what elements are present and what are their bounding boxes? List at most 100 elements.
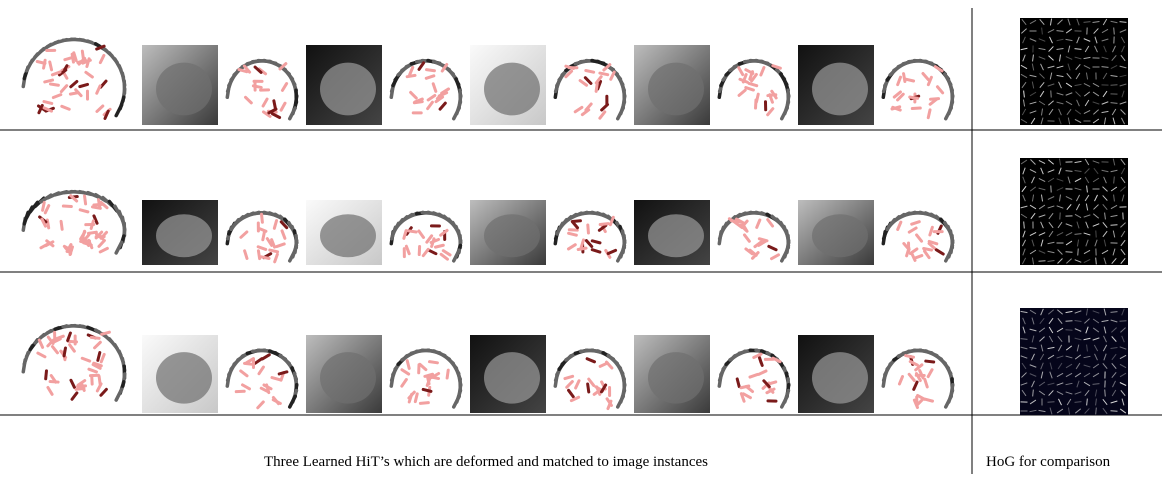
texture-stroke <box>917 235 922 241</box>
texture-stroke <box>246 97 252 103</box>
photo-subject <box>156 352 212 403</box>
outline-stroke <box>782 250 787 261</box>
texture-stroke <box>408 231 416 232</box>
texture-stroke <box>925 251 930 258</box>
outline-stroke <box>946 250 951 261</box>
texture-stroke <box>37 61 45 63</box>
texture-stroke <box>600 112 605 118</box>
texture-stroke <box>912 222 920 225</box>
texture-stroke <box>588 384 589 392</box>
texture-stroke <box>930 227 932 235</box>
template-sketch <box>719 212 788 260</box>
texture-stroke <box>281 103 285 110</box>
template-sketch <box>391 350 460 407</box>
template-sketch <box>883 212 952 260</box>
texture-stroke <box>909 374 914 380</box>
page: Three Learned HiT’s which are deformed a… <box>0 0 1162 474</box>
photo-subject <box>320 214 376 257</box>
hog-cell <box>1024 222 1025 229</box>
texture-stroke <box>741 386 749 388</box>
texture-stroke <box>274 101 276 109</box>
photo-subject <box>812 63 868 116</box>
hog-cell <box>1087 399 1088 406</box>
texture-stroke <box>582 110 588 115</box>
photo-subject <box>648 214 704 257</box>
template-sketch <box>23 39 124 118</box>
texture-stroke <box>761 68 764 75</box>
texture-stroke <box>282 231 285 238</box>
photo-subject <box>484 352 540 403</box>
texture-stroke <box>80 210 88 212</box>
texture-stroke <box>914 256 922 259</box>
texture-stroke <box>407 75 415 76</box>
texture-stroke <box>78 381 85 386</box>
texture-stroke <box>756 94 758 102</box>
caption-right: HoG for comparison <box>986 454 1111 470</box>
texture-stroke <box>739 68 743 75</box>
texture-stroke <box>611 72 614 79</box>
hog-background <box>1020 18 1128 125</box>
texture-stroke <box>50 62 52 70</box>
texture-stroke <box>275 254 278 262</box>
template-sketch <box>555 212 624 260</box>
texture-stroke <box>82 358 89 361</box>
figure-art <box>23 18 1128 415</box>
texture-stroke <box>100 55 104 62</box>
texture-stroke <box>45 80 53 82</box>
outline-stroke <box>782 396 787 407</box>
hog-cell <box>1096 408 1097 415</box>
texture-stroke <box>443 251 450 255</box>
texture-stroke <box>277 244 285 247</box>
texture-stroke <box>906 79 914 81</box>
texture-stroke <box>608 250 615 253</box>
texture-stroke <box>925 379 927 387</box>
outline-stroke <box>618 396 623 407</box>
texture-stroke <box>270 250 278 252</box>
texture-stroke <box>48 387 52 394</box>
photo-subject <box>320 63 376 116</box>
texture-stroke <box>899 377 902 384</box>
texture-stroke <box>85 196 86 204</box>
texture-stroke <box>282 84 286 91</box>
outline-stroke <box>618 250 623 261</box>
texture-stroke <box>97 384 101 391</box>
texture-stroke <box>402 370 409 374</box>
hog-cell <box>1078 249 1079 256</box>
texture-stroke <box>245 251 247 259</box>
hog-cell <box>1084 22 1091 23</box>
texture-stroke <box>70 345 75 351</box>
template-sketch <box>719 350 788 407</box>
template-sketch <box>883 61 952 119</box>
texture-stroke <box>600 363 607 366</box>
texture-stroke <box>419 63 424 70</box>
texture-stroke <box>241 232 247 237</box>
outline-stroke <box>454 396 459 407</box>
texture-stroke <box>739 90 745 95</box>
texture-stroke <box>78 386 86 387</box>
outline-stroke <box>116 389 121 400</box>
texture-stroke <box>898 222 901 229</box>
texture-stroke <box>100 248 107 252</box>
texture-stroke <box>411 92 417 98</box>
photo-subject <box>320 352 376 403</box>
hog-cell <box>1114 177 1115 184</box>
hog-visualization <box>1020 308 1128 415</box>
texture-stroke <box>76 90 81 96</box>
texture-stroke <box>258 402 263 408</box>
texture-stroke <box>45 206 48 213</box>
hog-visualization <box>1020 18 1128 125</box>
outline-stroke <box>454 250 459 261</box>
texture-stroke <box>402 380 407 387</box>
texture-stroke <box>258 247 266 250</box>
texture-stroke <box>572 221 580 222</box>
texture-stroke <box>407 361 409 369</box>
texture-stroke <box>423 249 428 255</box>
texture-stroke <box>746 88 754 90</box>
hog-cell <box>1105 390 1106 397</box>
texture-stroke <box>441 254 447 259</box>
texture-stroke <box>272 378 280 380</box>
texture-stroke <box>101 81 106 87</box>
texture-stroke <box>263 99 267 106</box>
texture-stroke <box>768 109 773 115</box>
texture-stroke <box>569 390 574 396</box>
